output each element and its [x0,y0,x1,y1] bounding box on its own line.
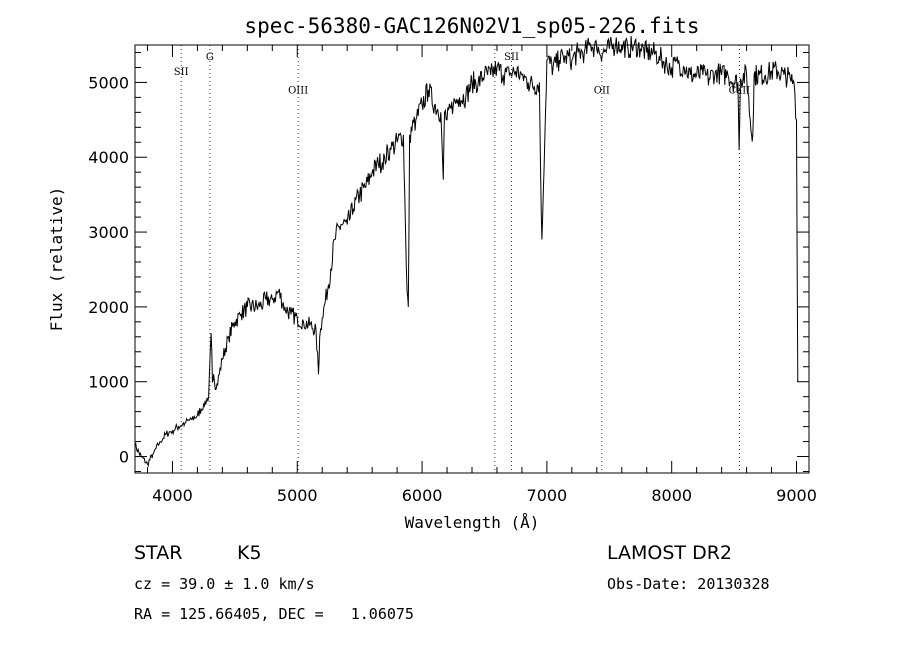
x-tick-label: 8000 [651,486,692,505]
x-tick-label: 6000 [402,486,443,505]
observation-date: Obs-Date: 20130328 [607,575,770,593]
line-annotation: SII [174,67,189,78]
line-annotation: CaII [729,86,751,97]
y-tick-label: 4000 [88,148,129,167]
object-subclass: K5 [237,542,262,564]
x-tick-label: 4000 [152,486,193,505]
line-annotations: SII G OIII SII OII CaII [174,52,750,97]
object-class: STAR [134,542,183,564]
line-annotation: SII [504,52,519,63]
y-tick-label: 0 [119,448,129,467]
x-tick-label: 5000 [277,486,318,505]
y-tick-label: 3000 [88,223,129,242]
ra-dec: RA = 125.66405, DEC = 1.06075 [134,605,414,623]
survey-name: LAMOST DR2 [607,542,732,564]
y-axis-title: Flux (relative) [47,187,66,332]
plot-frame [134,44,810,474]
spectrum-series-line [134,35,799,468]
y-tick-label: 2000 [88,298,129,317]
y-tick-label: 5000 [88,73,129,92]
redshift-cz: cz = 39.0 ± 1.0 km/s [134,575,315,593]
line-annotation: G [206,52,214,63]
line-annotation: OIII [288,86,308,97]
x-tick-label: 9000 [776,486,817,505]
x-axis-title: Wavelength (Å) [405,513,540,532]
line-annotation: OII [594,86,610,97]
y-tick-label: 1000 [88,373,129,392]
x-tick-label: 7000 [527,486,568,505]
x-axis-ticks: 4000 5000 6000 7000 8000 9000 [146,45,817,505]
line-markers [180,45,740,473]
chart-title: spec-56380-GAC126N02V1_sp05-226.fits [244,14,699,38]
y-axis-ticks: 0 1000 2000 3000 4000 5000 [88,51,809,473]
